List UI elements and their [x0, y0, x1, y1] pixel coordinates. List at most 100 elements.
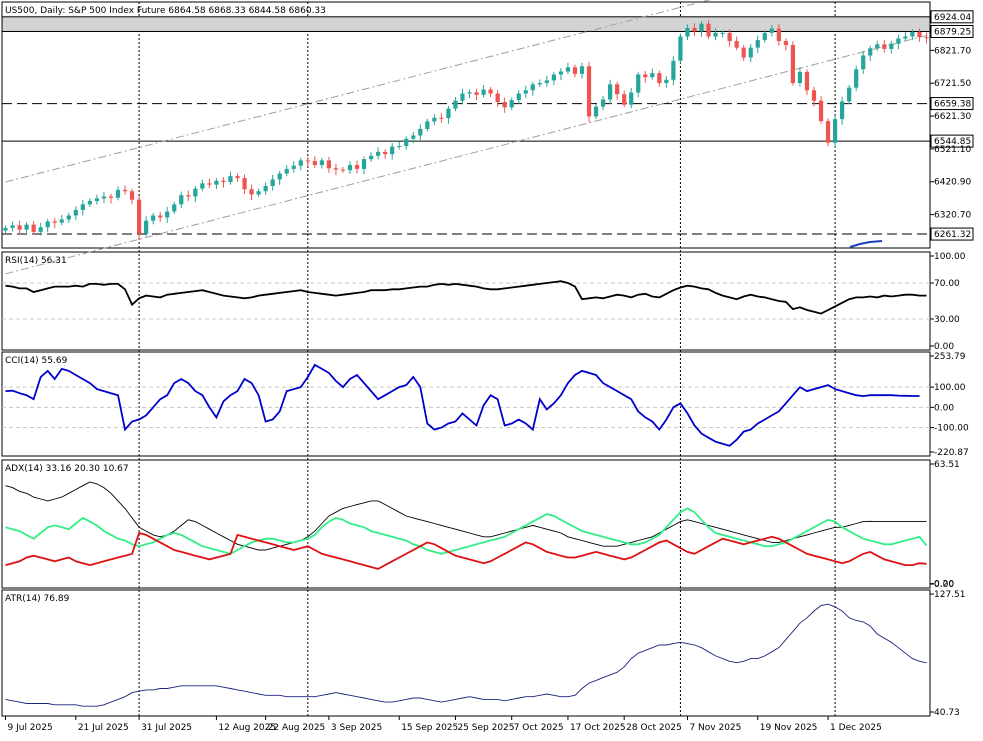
candle-body-49 — [348, 165, 352, 170]
candle-body-28 — [200, 183, 204, 188]
candle-body-106 — [749, 48, 753, 58]
candle-body-73 — [517, 94, 521, 101]
candle-body-37 — [264, 186, 268, 191]
rsi-line — [6, 281, 927, 313]
candle-body-15 — [109, 196, 113, 197]
candle-body-62 — [439, 118, 443, 119]
adx-axis-label-0: 63.51 — [934, 460, 960, 470]
x-axis-label-13: 1 Dec 2025 — [830, 723, 882, 733]
candle-body-72 — [510, 100, 514, 107]
candle-body-16 — [116, 190, 120, 198]
candle-body-12 — [88, 201, 92, 204]
candle-body-97 — [685, 28, 689, 37]
candle-body-71 — [503, 102, 507, 107]
price-axis-label-0: 6924.04 — [934, 13, 971, 23]
price-axis-label-9: 6320.70 — [934, 211, 971, 221]
candle-body-56 — [397, 146, 401, 147]
candle-body-53 — [376, 152, 380, 156]
candle-body-51 — [362, 159, 366, 169]
pane-frame-1 — [2, 252, 930, 350]
candle-body-39 — [278, 174, 282, 180]
candle-body-131 — [924, 37, 928, 38]
candle-body-54 — [383, 152, 387, 154]
candle-body-77 — [545, 80, 549, 83]
candle-body-76 — [538, 83, 542, 84]
candle-body-14 — [102, 196, 106, 198]
resistance-zone — [2, 17, 930, 32]
candle-body-50 — [355, 165, 359, 169]
candle-body-55 — [390, 147, 394, 155]
candle-body-61 — [432, 118, 436, 122]
candle-body-90 — [636, 75, 640, 93]
candle-body-67 — [474, 92, 478, 95]
candle-body-75 — [531, 84, 535, 90]
x-axis-label-2: 31 Jul 2025 — [141, 723, 192, 733]
cci-line — [6, 365, 920, 446]
candle-body-83 — [587, 66, 591, 116]
x-axis-label-0: 9 Jul 2025 — [8, 723, 53, 733]
atr-axis-label-0: 127.51 — [934, 590, 966, 600]
pane-frame-2 — [2, 352, 930, 456]
candle-body-58 — [411, 135, 415, 138]
price-axis-label-1: 6879.25 — [934, 27, 971, 37]
x-axis-label-12: 19 Nov 2025 — [760, 723, 818, 733]
candle-body-32 — [228, 176, 232, 182]
candle-body-43 — [306, 160, 310, 161]
candle-body-101 — [713, 33, 717, 37]
candle-body-82 — [580, 66, 584, 74]
candle-body-74 — [524, 90, 528, 93]
candle-body-125 — [882, 44, 886, 49]
candle-body-119 — [840, 101, 844, 119]
candle-body-95 — [671, 61, 675, 80]
candle-body-115 — [812, 90, 816, 100]
candle-body-124 — [875, 44, 879, 48]
candle-body-111 — [784, 41, 788, 45]
candle-body-10 — [74, 210, 78, 216]
price-axis-label-5: 6621.30 — [934, 112, 971, 122]
x-axis-label-5: 3 Sep 2025 — [331, 723, 382, 733]
candle-body-30 — [214, 181, 218, 185]
candle-body-65 — [460, 94, 464, 101]
candle-body-127 — [896, 38, 900, 43]
price-axis-label-2: 6821.70 — [934, 46, 971, 56]
cci-axis-label-1: 100.00 — [934, 383, 966, 393]
candle-body-45 — [320, 160, 324, 165]
candle-body-91 — [643, 75, 647, 78]
candle-body-80 — [566, 67, 570, 71]
price-axis-label-8: 6420.90 — [934, 178, 971, 188]
candle-body-7 — [53, 221, 57, 222]
candle-body-117 — [826, 121, 830, 143]
candle-body-6 — [46, 221, 50, 227]
candle-body-122 — [861, 56, 865, 70]
candle-body-86 — [608, 84, 612, 99]
candle-body-92 — [650, 73, 654, 77]
candle-body-48 — [341, 170, 345, 171]
candle-body-87 — [615, 84, 619, 94]
candle-body-84 — [594, 107, 598, 117]
candle-body-66 — [467, 92, 471, 93]
candle-body-3 — [24, 225, 28, 230]
moving-average-segment — [850, 241, 882, 247]
candle-body-60 — [425, 121, 429, 129]
price-axis-label-10: 6261.32 — [934, 230, 971, 240]
candle-body-118 — [833, 119, 837, 143]
candle-body-38 — [271, 179, 275, 186]
candle-body-2 — [17, 225, 21, 229]
candle-body-25 — [179, 195, 183, 204]
atr-title: ATR(14) 76.89 — [5, 594, 70, 604]
cci-axis-label-4: -220.87 — [934, 448, 969, 458]
price-axis-label-7: 6521.10 — [934, 145, 971, 155]
x-axis-label-10: 28 Oct 2025 — [626, 723, 682, 733]
x-axis-label-6: 15 Sep 2025 — [401, 723, 458, 733]
candle-body-94 — [664, 80, 668, 83]
candle-body-5 — [39, 227, 43, 232]
candle-body-47 — [334, 168, 338, 169]
adx-plus-di-line — [6, 508, 927, 553]
candle-body-19 — [137, 200, 141, 234]
candle-body-52 — [369, 156, 373, 159]
candle-body-100 — [706, 24, 710, 37]
candle-body-99 — [699, 24, 703, 32]
candle-body-46 — [327, 160, 331, 168]
candle-body-107 — [756, 40, 760, 48]
